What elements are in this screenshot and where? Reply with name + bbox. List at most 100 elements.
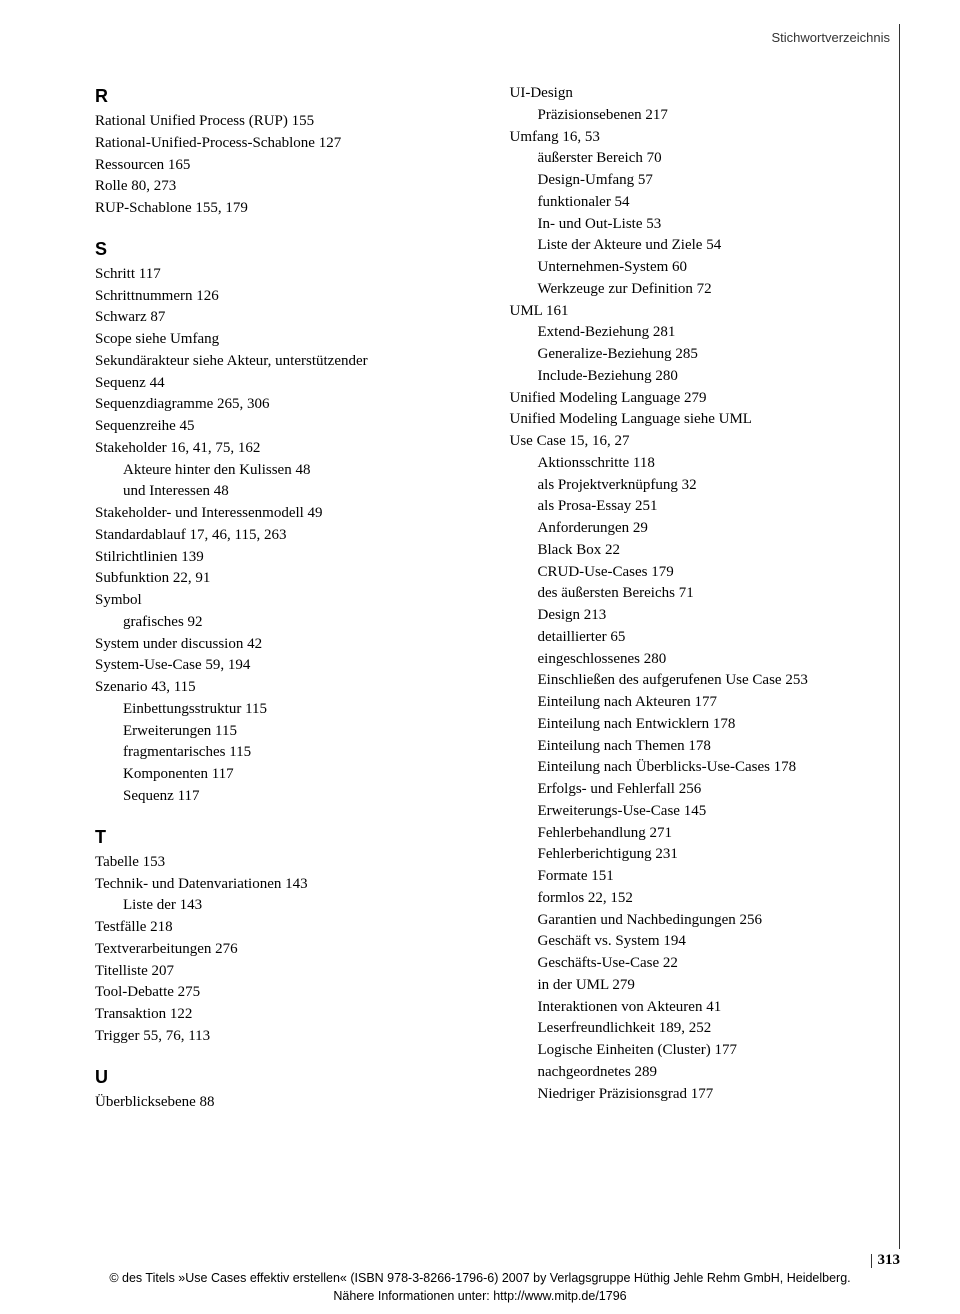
index-entry: Einteilung nach Themen 178 [510, 736, 901, 758]
index-entry: Umfang 16, 53 [510, 127, 901, 149]
index-entry: Unternehmen-System 60 [510, 257, 901, 279]
index-entry: Tool-Debatte 275 [95, 982, 486, 1004]
index-entry: nachgeordnetes 289 [510, 1062, 901, 1084]
index-entry: Komponenten 117 [95, 764, 486, 786]
index-entry: grafisches 92 [95, 612, 486, 634]
index-entry: Design-Umfang 57 [510, 170, 901, 192]
index-letter: U [95, 1064, 486, 1090]
running-head: Stichwortverzeichnis [95, 30, 900, 45]
index-entry: Stakeholder- und Interessenmodell 49 [95, 503, 486, 525]
index-entry: Liste der 143 [95, 895, 486, 917]
index-entry: und Interessen 48 [95, 481, 486, 503]
index-entry: Transaktion 122 [95, 1004, 486, 1026]
index-entry: Stilrichtlinien 139 [95, 547, 486, 569]
right-column: UI-DesignPräzisionsebenen 217Umfang 16, … [510, 83, 901, 1113]
index-entry: Black Box 22 [510, 540, 901, 562]
index-entry: Use Case 15, 16, 27 [510, 431, 901, 453]
index-letter: T [95, 824, 486, 850]
page-number: 313 [878, 1252, 901, 1269]
index-entry: als Prosa-Essay 251 [510, 496, 901, 518]
index-entry: Einschließen des aufgerufenen Use Case 2… [510, 670, 901, 692]
index-entry: Einteilung nach Entwicklern 178 [510, 714, 901, 736]
index-entry: Geschäft vs. System 194 [510, 931, 901, 953]
index-entry: Rational-Unified-Process-Schablone 127 [95, 133, 486, 155]
index-entry: UML 161 [510, 301, 901, 323]
index-entry: Sequenzdiagramme 265, 306 [95, 394, 486, 416]
index-entry: in der UML 279 [510, 975, 901, 997]
index-entry: Erfolgs- und Fehlerfall 256 [510, 779, 901, 801]
index-entry: CRUD-Use-Cases 179 [510, 562, 901, 584]
index-entry: Logische Einheiten (Cluster) 177 [510, 1040, 901, 1062]
index-entry: Anforderungen 29 [510, 518, 901, 540]
index-entry: UI-Design [510, 83, 901, 105]
index-entry: Schrittnummern 126 [95, 286, 486, 308]
index-entry: Textverarbeitungen 276 [95, 939, 486, 961]
index-entry: Titelliste 207 [95, 961, 486, 983]
index-entry: In- und Out-Liste 53 [510, 214, 901, 236]
index-entry: Standardablauf 17, 46, 115, 263 [95, 525, 486, 547]
index-entry: Sequenz 44 [95, 373, 486, 395]
page-number-tick [871, 1254, 872, 1268]
index-entry: Fehlerberichtigung 231 [510, 844, 901, 866]
page-number-wrap: 313 [871, 1252, 901, 1269]
index-entry: Generalize-Beziehung 285 [510, 344, 901, 366]
index-entry: als Projektverknüpfung 32 [510, 475, 901, 497]
index-entry: Testfälle 218 [95, 917, 486, 939]
index-entry: Sekundärakteur siehe Akteur, unterstütze… [95, 351, 486, 373]
index-entry: Aktionsschritte 118 [510, 453, 901, 475]
index-entry: eingeschlossenes 280 [510, 649, 901, 671]
index-entry: Erweiterungen 115 [95, 721, 486, 743]
index-page: Stichwortverzeichnis RRational Unified P… [0, 0, 960, 1250]
index-letter: S [95, 236, 486, 262]
copyright-footer: © des Titels »Use Cases effektiv erstell… [0, 1270, 960, 1305]
index-entry: Include-Beziehung 280 [510, 366, 901, 388]
index-entry: RUP-Schablone 155, 179 [95, 198, 486, 220]
index-entry: System under discussion 42 [95, 634, 486, 656]
index-entry: Schritt 117 [95, 264, 486, 286]
index-entry: System-Use-Case 59, 194 [95, 655, 486, 677]
index-entry: Rational Unified Process (RUP) 155 [95, 111, 486, 133]
index-entry: Einbettungsstruktur 115 [95, 699, 486, 721]
index-entry: Erweiterungs-Use-Case 145 [510, 801, 901, 823]
index-entry: Trigger 55, 76, 113 [95, 1026, 486, 1048]
copyright-line-1: © des Titels »Use Cases effektiv erstell… [0, 1270, 960, 1288]
index-entry: Einteilung nach Akteuren 177 [510, 692, 901, 714]
left-column: RRational Unified Process (RUP) 155Ratio… [95, 83, 486, 1113]
index-entry: detaillierter 65 [510, 627, 901, 649]
index-entry: äußerster Bereich 70 [510, 148, 901, 170]
index-entry: Sequenzreihe 45 [95, 416, 486, 438]
index-entry: Technik- und Datenvariationen 143 [95, 874, 486, 896]
index-entry: funktionaler 54 [510, 192, 901, 214]
index-columns: RRational Unified Process (RUP) 155Ratio… [95, 83, 900, 1113]
index-letter: R [95, 83, 486, 109]
index-entry: Garantien und Nachbedingungen 256 [510, 910, 901, 932]
index-entry: Scope siehe Umfang [95, 329, 486, 351]
index-entry: Akteure hinter den Kulissen 48 [95, 460, 486, 482]
index-entry: Design 213 [510, 605, 901, 627]
index-entry: Interaktionen von Akteuren 41 [510, 997, 901, 1019]
index-entry: Überblicksebene 88 [95, 1092, 486, 1114]
index-entry: Rolle 80, 273 [95, 176, 486, 198]
index-entry: formlos 22, 152 [510, 888, 901, 910]
index-entry: Subfunktion 22, 91 [95, 568, 486, 590]
index-entry: Szenario 43, 115 [95, 677, 486, 699]
index-entry: Stakeholder 16, 41, 75, 162 [95, 438, 486, 460]
index-entry: fragmentarisches 115 [95, 742, 486, 764]
index-entry: Leserfreundlichkeit 189, 252 [510, 1018, 901, 1040]
index-entry: Unified Modeling Language 279 [510, 388, 901, 410]
index-entry: Unified Modeling Language siehe UML [510, 409, 901, 431]
index-entry: Einteilung nach Überblicks-Use-Cases 178 [510, 757, 901, 779]
index-entry: Werkzeuge zur Definition 72 [510, 279, 901, 301]
index-entry: Sequenz 117 [95, 786, 486, 808]
index-entry: des äußersten Bereichs 71 [510, 583, 901, 605]
index-entry: Niedriger Präzisionsgrad 177 [510, 1084, 901, 1106]
index-entry: Liste der Akteure und Ziele 54 [510, 235, 901, 257]
index-entry: Schwarz 87 [95, 307, 486, 329]
index-entry: Fehlerbehandlung 271 [510, 823, 901, 845]
index-entry: Geschäfts-Use-Case 22 [510, 953, 901, 975]
copyright-line-2: Nähere Informationen unter: http://www.m… [0, 1288, 960, 1306]
vertical-rule [899, 24, 900, 1249]
index-entry: Extend-Beziehung 281 [510, 322, 901, 344]
index-entry: Formate 151 [510, 866, 901, 888]
index-entry: Ressourcen 165 [95, 155, 486, 177]
